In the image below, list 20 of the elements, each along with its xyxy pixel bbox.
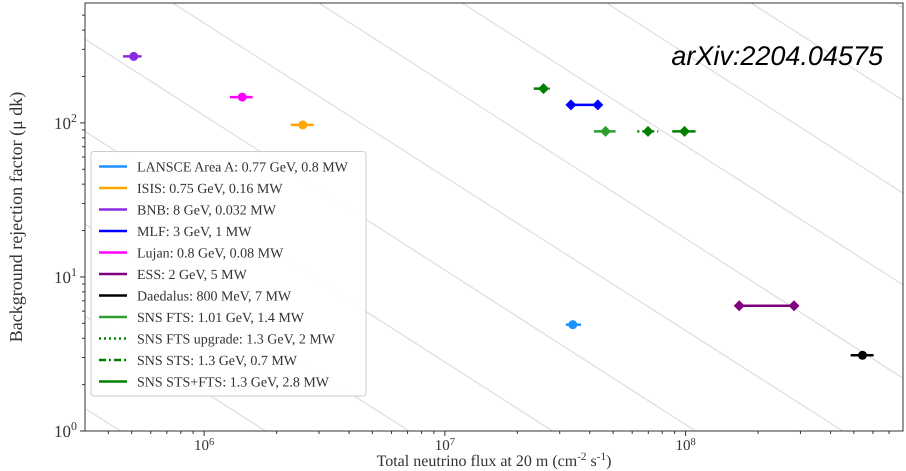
legend-label: MLF: 3 GeV, 1 MW xyxy=(137,225,252,240)
x-tick-label: 10$^{6}$ xyxy=(194,436,214,454)
legend-label: ISIS: 0.75 GeV, 0.16 MW xyxy=(137,182,284,197)
y-tick-label: 10$^{1}$ xyxy=(54,264,78,287)
y-tick-label: 10$^{2}$ xyxy=(54,110,78,133)
legend-label: SNS STS: 1.3 GeV, 0.7 MW xyxy=(137,354,298,369)
x-tick-label: 10$^{7}$ xyxy=(434,436,455,454)
legend-label: LANSCE Area A: 0.77 GeV, 0.8 MW xyxy=(137,160,349,176)
x-axis-title: Total neutrino flux at 20 m (cm$^{-2}$ s$^{-1}$) xyxy=(376,451,612,470)
y-tick-label: 10$^{0}$ xyxy=(54,419,78,441)
legend-label: Daedalus: 800 MeV, 7 MW xyxy=(137,290,292,304)
x-tick-label: 10$^{8}$ xyxy=(675,436,696,454)
annotation: arXiv:2204.04575 xyxy=(671,41,884,71)
legend-label: SNS FTS upgrade: 1.3 GeV, 2 MW xyxy=(137,332,336,348)
legend-label: ESS: 2 GeV, 5 MW xyxy=(137,268,248,283)
legend-label: SNS FTS: 1.01 GeV, 1.4 MW xyxy=(137,311,305,326)
legend-label: Lujan: 0.8 GeV, 0.08 MW xyxy=(137,246,284,262)
y-axis-title: Background rejection factor (μ dk) xyxy=(6,92,26,342)
legend-label: SNS STS+FTS: 1.3 GeV, 2.8 MW xyxy=(137,376,330,390)
legend-label: BNB: 8 GeV, 0.032 MW xyxy=(137,204,277,218)
